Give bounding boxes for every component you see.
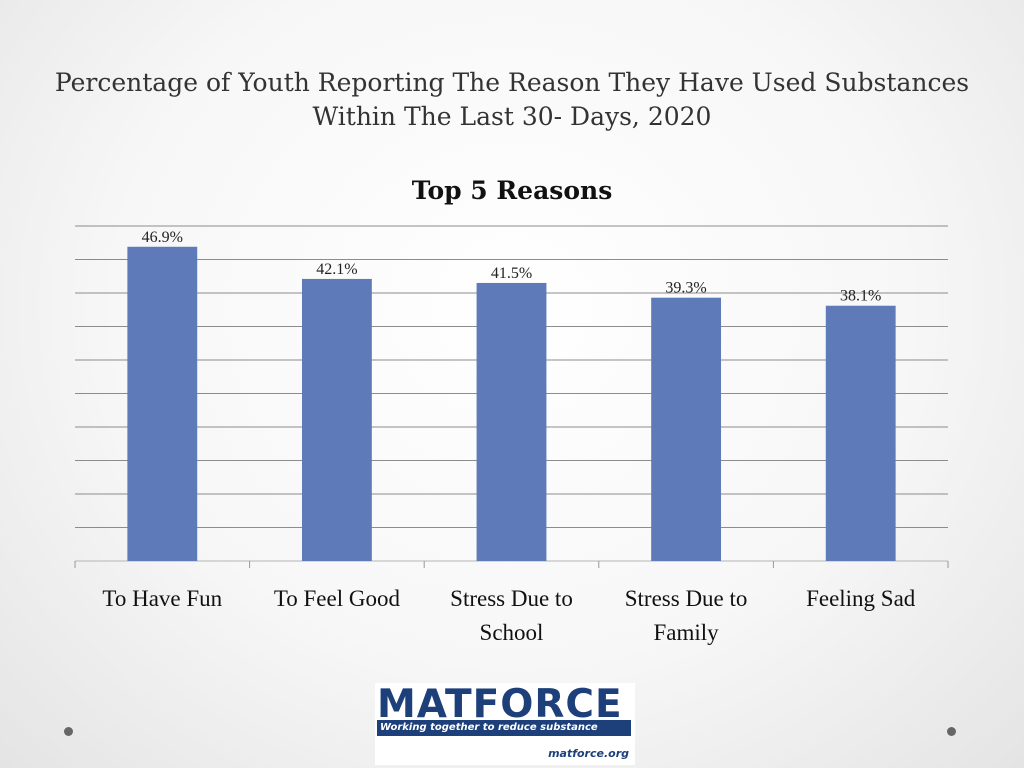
x-tick-label: Family	[654, 620, 720, 645]
x-tick-label: School	[480, 620, 544, 645]
corner-dot-left	[64, 727, 73, 736]
data-label: 41.5%	[491, 265, 532, 282]
slide-title-line-1: Percentage of Youth Reporting The Reason…	[54, 68, 970, 97]
bar	[476, 282, 547, 561]
matforce-logo: MATFORCE Working together to reduce subs…	[375, 683, 635, 765]
logo-url: matforce.org	[548, 747, 629, 760]
bar	[825, 305, 896, 561]
slide-title-line-2: Within The Last 30- Days, 2020	[312, 102, 712, 131]
data-label: 42.1%	[316, 261, 357, 278]
bar	[651, 297, 722, 561]
bar	[301, 278, 372, 561]
logo-tagline: Working together to reduce substance abu…	[377, 720, 631, 749]
x-tick-label: To Have Fun	[102, 586, 222, 611]
x-tick-label: Feeling Sad	[806, 586, 916, 611]
bar	[127, 246, 198, 561]
chart-title: Top 5 Reasons	[412, 176, 613, 205]
x-tick-label: To Feel Good	[274, 586, 401, 611]
data-label: 46.9%	[142, 229, 183, 246]
data-label: 39.3%	[665, 280, 706, 297]
x-tick-label: Stress Due to	[625, 586, 748, 611]
slide-title: Percentage of Youth Reporting The Reason…	[20, 66, 1004, 134]
data-label: 38.1%	[840, 288, 881, 305]
logo-wordmark: MATFORCE	[377, 682, 623, 727]
corner-dot-right	[947, 727, 956, 736]
x-tick-label: Stress Due to	[450, 586, 573, 611]
